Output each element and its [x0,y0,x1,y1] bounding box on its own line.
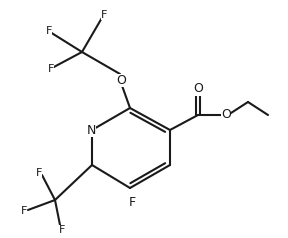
Text: N: N [86,124,96,137]
Text: F: F [48,64,54,74]
Text: F: F [46,26,52,36]
Text: O: O [193,83,203,95]
Text: F: F [101,10,107,20]
Text: F: F [128,195,136,208]
Text: F: F [21,206,27,216]
Text: O: O [116,74,126,86]
Text: F: F [59,225,65,235]
Text: F: F [36,168,42,178]
Text: O: O [221,109,231,122]
